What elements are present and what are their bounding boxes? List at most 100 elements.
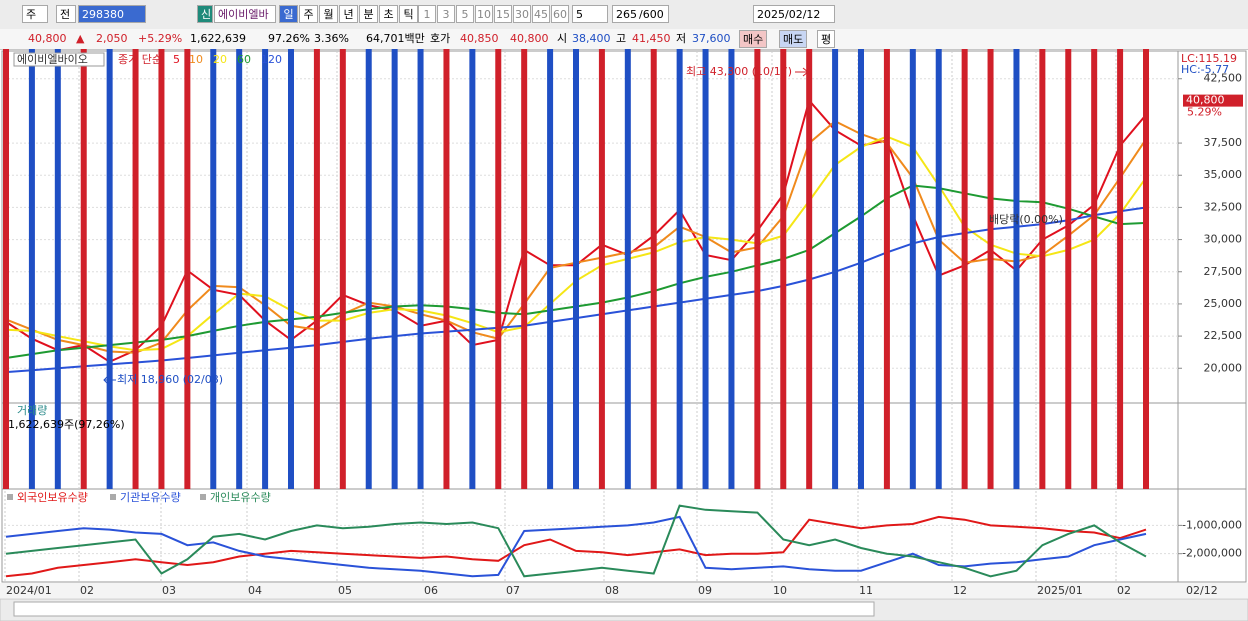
x-end-label: 02/12 (1186, 584, 1218, 597)
legend-entry: 120 (261, 53, 282, 66)
x-tick-label: 07 (506, 584, 520, 597)
unit-button[interactable]: 분 (359, 5, 378, 23)
volume-bar (1117, 49, 1124, 489)
legend-entry: 외국인보유수량 (17, 491, 88, 504)
volume-subtitle: 1,622,639주(97,26%) (8, 418, 125, 431)
y-tick-label: -1,000,000 (1182, 518, 1242, 531)
interval-button[interactable]: 10 (475, 5, 493, 23)
toolbar: 주 전 298380 신 에이비엘바 일 주 월 년 분 초 틱 1 3 5 10 15 30 45 60 5 265/6… (0, 0, 1248, 30)
unit-button[interactable]: 틱 (399, 5, 418, 23)
volume-bar (184, 49, 191, 489)
quote-turnover: 3.36% (314, 32, 349, 45)
quote-arrow: ▲ (76, 32, 85, 45)
volume-bar (650, 49, 657, 489)
volume-bar (1065, 49, 1072, 489)
prev-button[interactable]: 전 (56, 5, 76, 23)
quote-low: 37,600 (692, 32, 731, 45)
interval-button[interactable]: 15 (494, 5, 512, 23)
volume-bar (573, 49, 579, 489)
unit-button[interactable]: 월 (319, 5, 338, 23)
legend-entry: 5 (173, 53, 180, 66)
x-tick-label: 02 (80, 584, 94, 597)
volume-bar (495, 49, 502, 489)
volume-bar (883, 49, 890, 489)
y-tick-label: 27,500 (1204, 265, 1243, 278)
bars-input[interactable]: 265 (612, 5, 640, 23)
volume-bar (676, 49, 683, 489)
legend-swatch (7, 494, 13, 500)
low-note: 최저 18,960 (02/08) (117, 373, 223, 386)
interval-button[interactable]: 45 (532, 5, 550, 23)
x-tick-label: 08 (605, 584, 619, 597)
interval-button[interactable]: 30 (513, 5, 531, 23)
panel-frame (1, 488, 1247, 583)
x-tick-label: 04 (248, 584, 262, 597)
quote-high-label: 고 (616, 32, 627, 45)
volume-bar (935, 49, 942, 489)
interval-button[interactable]: 1 (418, 5, 436, 23)
quote-ask: 40,850 (460, 32, 499, 45)
volume-bar (702, 49, 709, 489)
volume-bar (443, 49, 450, 489)
series-line (5, 504, 1147, 578)
volume-bar (909, 49, 916, 489)
quote-bar: 40,800 ▲ 2,050 +5.29% 1,622,639 97.26% 3.36% 64… (0, 29, 1248, 50)
x-tick-label: 11 (859, 584, 873, 597)
unit-button[interactable]: 일 (279, 5, 298, 23)
scroll-thumb[interactable] (13, 601, 875, 617)
buy-button[interactable]: 매수 (739, 30, 768, 48)
volume-bar (3, 49, 9, 489)
volume-bar (780, 49, 787, 489)
hc-label: HC:-5.77 (1181, 63, 1229, 76)
volume-bar (469, 49, 476, 489)
interval-button[interactable]: 5 (456, 5, 474, 23)
volume-bar (132, 49, 139, 489)
legend-box (13, 52, 105, 67)
legend-entry: 개인보유수량 (210, 491, 271, 504)
y-tick-label: 32,500 (1204, 200, 1243, 213)
legend-swatch (200, 494, 206, 500)
legend-label: 종가 단순 (118, 53, 162, 66)
y-tick-label: 20,000 (1204, 361, 1243, 374)
interval-button[interactable]: 60 (551, 5, 569, 23)
quote-change: 2,050 (96, 32, 128, 45)
code-input[interactable]: 298380 (78, 5, 146, 23)
sell-button[interactable]: 매도 (779, 30, 808, 48)
count-input[interactable]: 5 (572, 5, 608, 23)
interval-button[interactable]: 3 (437, 5, 455, 23)
x-tick-label: 02 (1117, 584, 1131, 597)
stock-name[interactable]: 에이비엘바 (214, 5, 276, 23)
quote-price: 40,800 (28, 32, 67, 45)
avg-button[interactable]: 평 (817, 30, 836, 48)
unit-button[interactable]: 주 (299, 5, 318, 23)
date-input[interactable]: 2025/02/12 (753, 5, 835, 23)
y-tick-label: 35,000 (1204, 168, 1243, 181)
new-button[interactable]: 신 (197, 5, 213, 23)
y-tick-label: -2,000,000 (1182, 547, 1242, 560)
quote-low-label: 저 (676, 32, 687, 45)
y-tick-label: 30,000 (1204, 233, 1243, 246)
legend-entry: 기관보유수량 (120, 491, 181, 504)
x-tick-label: 10 (773, 584, 787, 597)
volume-bar (339, 49, 346, 489)
volume-bar (806, 49, 813, 489)
y-tick-label: 42,500 (1204, 72, 1243, 85)
period-select[interactable]: 주 (22, 5, 48, 23)
unit-button[interactable]: 년 (339, 5, 358, 23)
bars-max: /600 (639, 5, 669, 23)
high-arrow (795, 67, 809, 77)
x-tick-label: 12 (953, 584, 967, 597)
volume-title: 거래량 (17, 404, 47, 417)
volume-bar (28, 49, 35, 489)
last-value-label: 40,800 (1186, 94, 1225, 107)
quote-ask-label: 호가 (430, 32, 451, 45)
volume-bar (1091, 49, 1098, 489)
legend-entry: 20 (213, 53, 227, 66)
unit-button[interactable]: 초 (379, 5, 398, 23)
last-value-box (1183, 94, 1243, 107)
x-tick-label: 03 (162, 584, 176, 597)
volume-bar (1013, 49, 1020, 489)
y-tick-label: 37,500 (1204, 136, 1243, 149)
volume-bar (106, 49, 113, 489)
quote-volume: 1,622,639 (190, 32, 246, 45)
